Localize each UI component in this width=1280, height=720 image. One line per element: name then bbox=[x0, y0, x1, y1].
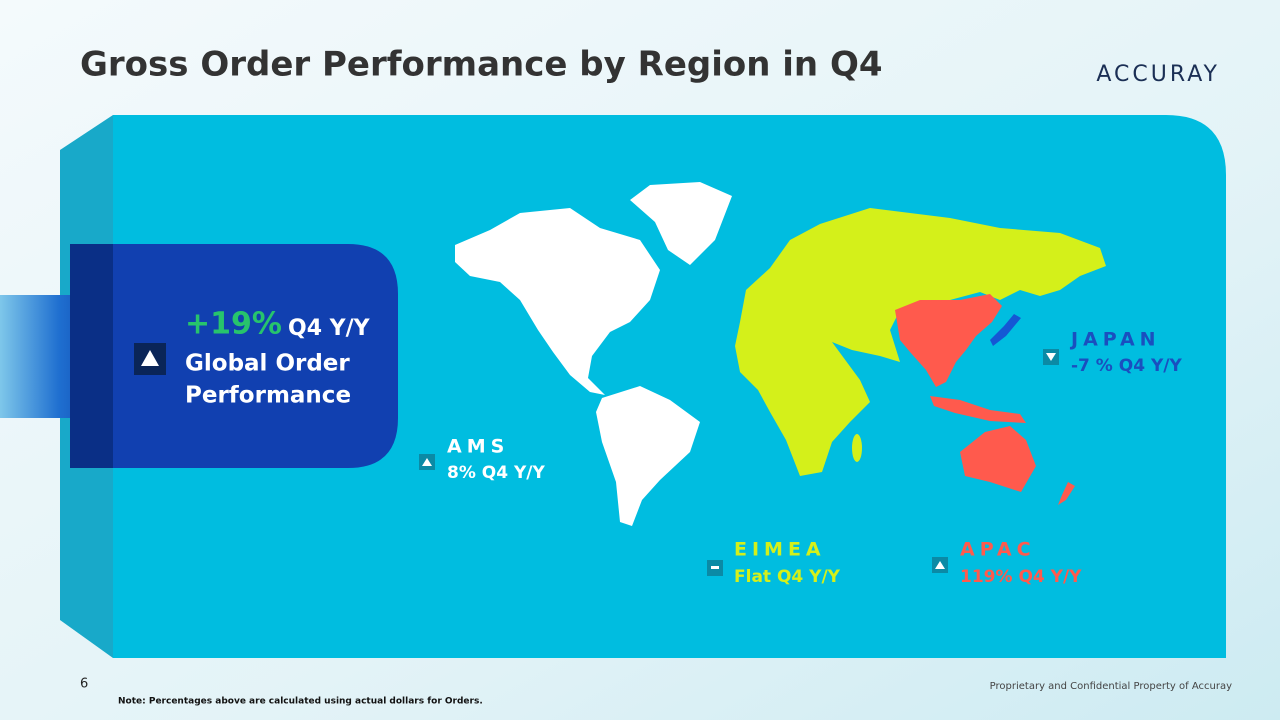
apac-asia bbox=[895, 294, 1002, 387]
region-change: Flat Q4 Y/Y bbox=[734, 567, 841, 587]
region-name: EIMEA bbox=[734, 539, 826, 561]
japan-region bbox=[990, 314, 1021, 346]
apac-nz bbox=[1058, 482, 1075, 505]
region-change: 119% Q4 Y/Y bbox=[960, 567, 1082, 587]
region-change: -7 % Q4 Y/Y bbox=[1071, 356, 1182, 376]
north-america bbox=[455, 208, 660, 395]
global-label: Global Order bbox=[185, 351, 350, 377]
region-name: APAC bbox=[960, 539, 1036, 561]
footnote: Note: Percentages above are calculated u… bbox=[118, 697, 483, 707]
confidential: Proprietary and Confidential Property of… bbox=[990, 681, 1232, 692]
madagascar bbox=[852, 434, 862, 462]
down-arrow bbox=[1046, 353, 1056, 361]
apac-islands bbox=[930, 396, 1026, 423]
global-callout bbox=[113, 244, 398, 468]
global-period: Q4 Y/Y bbox=[288, 316, 371, 341]
greenland bbox=[630, 182, 732, 265]
global-value: +19% bbox=[185, 307, 282, 342]
region-change: 8% Q4 Y/Y bbox=[447, 463, 545, 483]
eimea-region bbox=[735, 208, 1106, 476]
up-arrow bbox=[141, 350, 159, 366]
logo: ACCURAY bbox=[1096, 62, 1220, 87]
up-arrow bbox=[422, 458, 432, 466]
south-america bbox=[596, 386, 700, 526]
region-name: JAPAN bbox=[1069, 329, 1161, 351]
slide-title: Gross Order Performance by Region in Q4 bbox=[80, 45, 883, 85]
page-number: 6 bbox=[80, 677, 88, 692]
apac-australia bbox=[960, 426, 1036, 492]
callout-fold bbox=[70, 244, 113, 468]
world-map bbox=[455, 182, 1106, 526]
global-label: Performance bbox=[185, 383, 351, 409]
up-arrow bbox=[935, 561, 945, 569]
region-name: AMS bbox=[447, 436, 509, 458]
flat-dash bbox=[711, 566, 719, 569]
